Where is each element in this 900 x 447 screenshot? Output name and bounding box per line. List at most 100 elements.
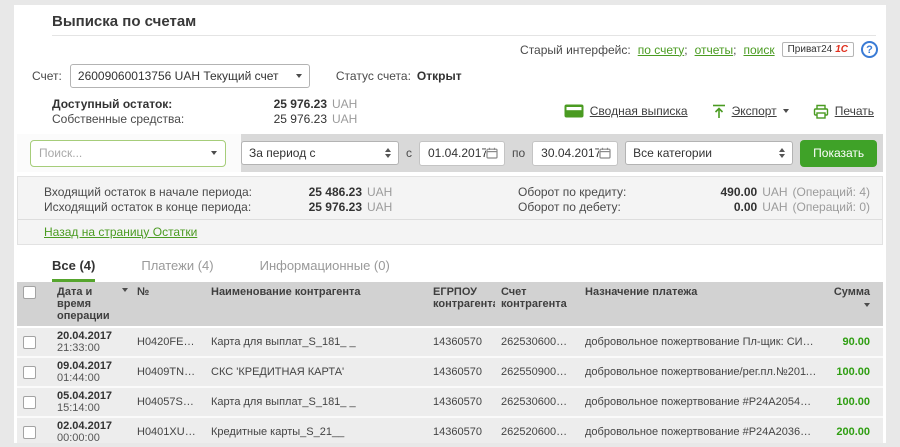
statement-actions: Сводная выписка Экспорт Печать [564,104,874,119]
summary-statement-link[interactable]: Сводная выписка [564,104,688,118]
back-to-balances-link[interactable]: Назад на страницу Остатки [44,225,198,239]
cell-account: 26255090059329 [495,357,579,388]
debit-operations-count: (Операций: 0) [792,199,870,214]
export-link[interactable]: Экспорт [712,104,789,119]
summary-right: Оборот по кредиту: 490.00 UAH (Операций:… [518,184,870,214]
debit-turnover-value: 0.00 [733,199,758,214]
account-status-value: Открыт [416,69,462,83]
summary-statement-label: Сводная выписка [589,104,688,118]
separator: ; [733,42,737,57]
summary-columns: Входящий остаток в начале периода: 25 48… [44,184,870,214]
available-balance-row: Доступный остаток: 25 976.23 UAH [52,96,357,111]
incoming-balance-label: Входящий остаток в начале периода: [44,184,252,199]
date-from-field[interactable] [419,140,505,166]
cell-counterparty: Карта для выплат_S_181_ _ [205,387,427,418]
print-label: Печать [834,104,874,118]
cell-amount: 90.00 [823,327,883,358]
debit-turnover-currency: UAH [762,199,788,214]
incoming-balance-row: Входящий остаток в начале периода: 25 48… [44,184,392,199]
column-header-date[interactable]: Дата и время операции [51,282,131,328]
outgoing-balance-label: Исходящий остаток в конце периода: [44,199,252,214]
tab-all[interactable]: Все (4) [52,258,96,282]
table-row[interactable]: 02.04.2017 00:00:00 H0401XUSNH Кредитные… [17,417,883,443]
search-combobox[interactable] [30,139,226,167]
cell-counterparty: СКС 'КРЕДИТНАЯ КАРТА' [205,357,427,388]
cell-date: 09.04.2017 01:44:00 [51,357,131,388]
table-row[interactable]: 05.04.2017 15:14:00 H04057SFH3 Карта для… [17,387,883,418]
old-interface-bar: Старый интерфейс: по счету; отчеты; поис… [14,36,886,60]
debit-turnover-label: Оборот по дебету: [518,199,621,214]
page-title: Выписка по счетам [52,13,197,30]
category-select[interactable]: Все категории [625,141,794,165]
debit-turnover-row: Оборот по дебету: 0.00 UAH (Операций: 0) [518,199,870,214]
summary-left: Входящий остаток в начале периода: 25 48… [44,184,392,214]
sort-down-icon[interactable] [864,303,870,307]
cell-amount: 100.00 [823,357,883,388]
date-to-input[interactable] [535,146,600,160]
column-header-purpose: Назначение платежа [579,282,823,328]
table-row[interactable]: 20.04.2017 21:33:00 H0420FEHC4 Карта для… [17,327,883,358]
cell-account: 26253060035814 [495,327,579,358]
period-select-value: За период с [249,146,316,160]
table-header-row: Дата и время операции № Наименование кон… [17,282,883,328]
cell-amount: 100.00 [823,387,883,418]
available-balance-value: 25 976.23 [273,96,327,111]
old-interface-link-search[interactable]: поиск [743,42,775,57]
row-checkbox[interactable] [23,425,36,439]
account-row: Счет: 26009060013756 UAH Текущий счет Ст… [14,60,886,90]
old-interface-link-account[interactable]: по счету [637,42,685,57]
calendar-icon[interactable] [486,147,498,159]
cell-number: H0409TN55B [131,357,205,388]
category-select-value: Все категории [633,146,713,160]
search-input[interactable] [39,146,211,160]
outgoing-balance-currency: UAH [367,199,393,214]
row-checkbox[interactable] [23,335,36,349]
cell-number: H0420FEHC4 [131,327,205,358]
privat24-1c-badge[interactable]: Приват24 1С [781,42,854,57]
sort-down-icon[interactable] [122,288,128,292]
cell-egrpou: 14360570 [427,357,495,388]
help-icon[interactable]: ? [861,41,878,58]
cell-account: 26253060035814 [495,387,579,418]
page-header: Выписка по счетам [14,5,886,35]
transactions-table: Дата и время операции № Наименование кон… [17,282,883,443]
export-label: Экспорт [731,104,777,118]
row-checkbox[interactable] [23,395,36,409]
old-interface-link-reports[interactable]: отчеты [694,42,734,57]
account-select[interactable]: 26009060013756 UAH Текущий счет [69,64,310,88]
search-segment [17,134,241,172]
calendar-icon[interactable] [599,147,611,159]
date-from-label: с [406,146,412,160]
incoming-balance-currency: UAH [367,184,393,199]
available-balance-label: Доступный остаток: [52,96,173,111]
select-all-cell [17,282,51,328]
cell-amount: 200.00 [823,417,883,443]
period-summary-block: Входящий остаток в начале периода: 25 48… [17,176,883,245]
tab-payments[interactable]: Платежи (4) [141,258,214,273]
header-divider [52,35,876,36]
column-header-amount[interactable]: Сумма [823,282,883,328]
print-link[interactable]: Печать [813,104,874,119]
row-checkbox[interactable] [23,365,36,379]
date-to-field[interactable] [532,140,619,166]
tab-informational[interactable]: Информационные (0) [259,258,390,273]
account-status-label: Статус счета: [335,69,411,83]
available-balance-currency: UAH [332,96,358,111]
credit-turnover-row: Оборот по кредиту: 490.00 UAH (Операций:… [518,184,870,199]
cell-number: H0401XUSNH [131,417,205,443]
separator: ; [684,42,688,57]
column-header-egrpou: ЕГРПОУ контрагента [427,282,495,328]
column-header-amount-label: Сумма [833,286,870,298]
select-all-checkbox[interactable] [23,286,36,299]
credit-operations-count: (Операций: 4) [792,184,870,199]
table-row[interactable]: 09.04.2017 01:44:00 H0409TN55B СКС 'КРЕД… [17,357,883,388]
period-select[interactable]: За период с [241,141,399,165]
1c-logo-icon: 1С [835,44,848,55]
cell-purpose: добровольное пожертвование #P24A20547419… [579,387,823,418]
date-from-input[interactable] [422,146,486,160]
show-button[interactable]: Показать [800,139,878,167]
outgoing-balance-value: 25 976.23 [308,199,362,214]
export-icon [712,104,725,118]
printer-icon [813,104,828,119]
old-interface-label: Старый интерфейс: [520,42,631,57]
